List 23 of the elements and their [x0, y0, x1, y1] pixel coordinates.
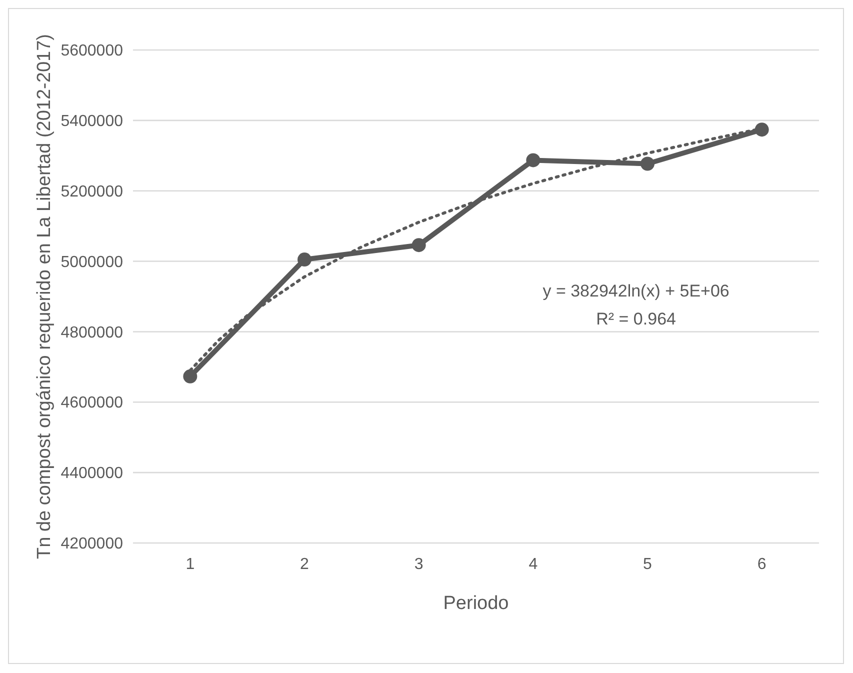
x-tick-label: 5: [643, 556, 652, 573]
y-axis-title: Tn de compost orgánico requerido en La Libertad (2012-2017): [34, 34, 55, 559]
y-tick-label: 5000000: [60, 254, 124, 271]
point: [412, 238, 426, 252]
annotation: y = 382942ln(x) + 5E+06: [542, 282, 730, 300]
x-tick-label: 3: [414, 556, 424, 573]
y-tick-label: 5200000: [60, 183, 124, 200]
annotation: R² = 0.964: [596, 310, 676, 328]
y-tick-label: 4200000: [60, 536, 124, 553]
y-tick-label: 4400000: [60, 465, 124, 482]
point: [640, 156, 654, 171]
x-tick-label: 6: [757, 556, 766, 573]
y-tick-label: 4600000: [60, 394, 124, 412]
x-tick-label: 1: [186, 556, 195, 573]
point: [526, 153, 540, 168]
point: [183, 369, 198, 384]
x-tick-label: 2: [300, 556, 310, 573]
y-tick-label: 4800000: [60, 324, 124, 342]
x-tick-label: 4: [528, 556, 538, 573]
y-tick-label: 5400000: [60, 113, 124, 130]
point: [298, 252, 312, 267]
y-tick-label: 5600000: [60, 42, 124, 60]
x-axis-title: Periodo: [443, 593, 509, 614]
